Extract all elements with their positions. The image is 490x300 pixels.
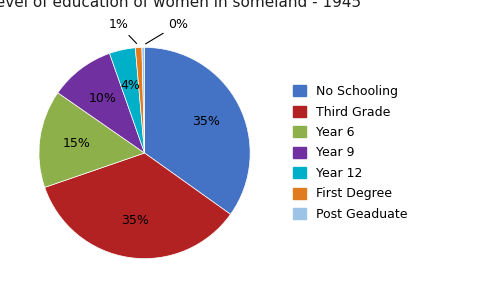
Wedge shape [135,47,145,153]
Text: 35%: 35% [121,214,148,227]
Wedge shape [39,93,145,188]
Wedge shape [45,153,230,259]
Legend: No Schooling, Third Grade, Year 6, Year 9, Year 12, First Degree, Post Geaduate: No Schooling, Third Grade, Year 6, Year … [288,80,412,226]
Wedge shape [110,48,145,153]
Text: 1%: 1% [108,18,137,44]
Text: 4%: 4% [120,80,140,92]
Wedge shape [142,47,145,153]
Text: 0%: 0% [146,18,188,44]
Wedge shape [145,47,250,214]
Text: 15%: 15% [63,137,91,150]
Title: Highest level of education of women in someland - 1945: Highest level of education of women in s… [0,0,361,10]
Text: 10%: 10% [89,92,117,105]
Wedge shape [58,53,145,153]
Text: 35%: 35% [192,115,220,128]
